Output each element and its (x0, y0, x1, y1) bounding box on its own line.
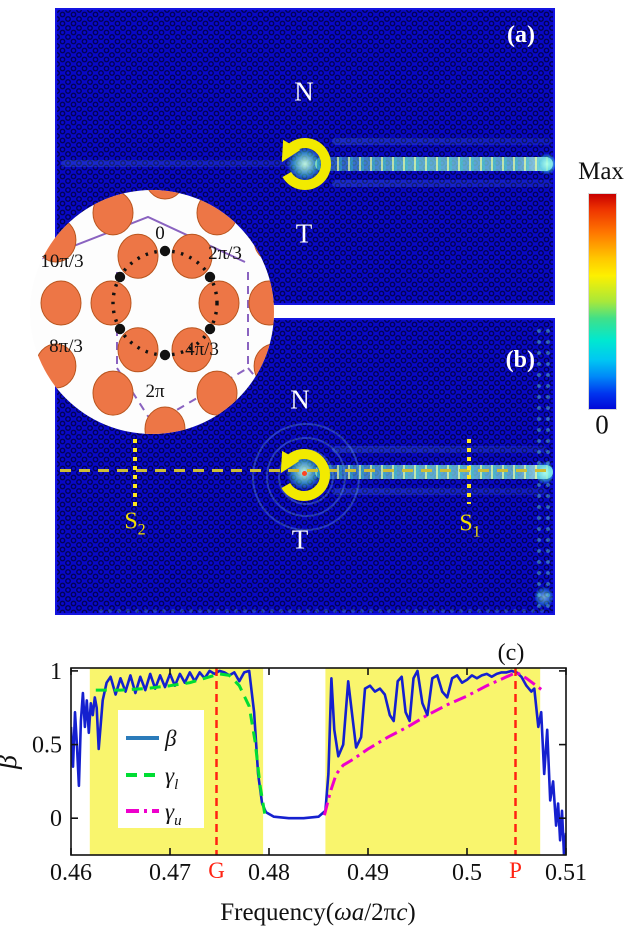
region-label-t-b: T (291, 524, 309, 555)
dielectric-rod (92, 370, 134, 416)
marker-label-P: P (509, 858, 522, 883)
scan-line-horizontal (60, 469, 553, 472)
side-lobe-lower-b (332, 488, 547, 495)
region-label-n-b: N (290, 384, 310, 415)
x-tick-label: 0.5 (452, 860, 482, 886)
dielectric-rod (198, 280, 240, 326)
edge-beam-a (315, 157, 553, 171)
series-gamma_u (322, 670, 546, 816)
edge-beam-b (315, 465, 553, 479)
bottom-scatter-row-b (97, 606, 547, 615)
phase-label: 0 (155, 223, 165, 244)
colorbar-zero-label: 0 (595, 409, 609, 440)
output-spot-b (537, 460, 553, 486)
dielectric-rod (92, 190, 134, 236)
back-beam-a (61, 160, 311, 167)
legend-label-beta: β (164, 726, 177, 751)
dielectric-rod (90, 280, 132, 326)
colorbar (588, 193, 617, 410)
circular-source-arrow-b (280, 449, 330, 501)
axis-box (70, 667, 567, 856)
probe-label-s2: S2 (124, 508, 146, 539)
x-tick-label: 0.49 (347, 860, 389, 886)
source-dot-b (302, 471, 307, 476)
corner-scatter-b (535, 586, 553, 608)
dielectric-rod (248, 280, 274, 326)
probe-line-s1 (467, 439, 471, 504)
phase-label: 8π/3 (49, 336, 83, 357)
region-label-t-a: T (295, 218, 313, 249)
side-lobe-upper-a (332, 138, 552, 145)
x-tick-label: 0.47 (149, 860, 191, 886)
phase-label: 10π/3 (40, 251, 83, 272)
dielectric-rod (196, 190, 238, 236)
dielectric-rod (117, 327, 159, 373)
y-tick-label: 1 (50, 659, 62, 685)
x-axis-label: Frequency(ωa/2πc) (220, 899, 416, 926)
dielectric-rod (40, 280, 82, 326)
series-beta (71, 669, 566, 855)
phase-sample-dot (204, 323, 216, 335)
series-gamma_l (95, 672, 267, 816)
phase-sample-dot (114, 323, 126, 335)
phase-sample-dot (204, 271, 216, 283)
colorbar-max-label: Max (578, 158, 624, 185)
unit-cell-inset: 0 2π/3 4π/3 2π 8π/3 10π/3 (20, 185, 290, 445)
x-tick-label: 0.46 (50, 860, 92, 886)
dielectric-rod (253, 343, 274, 389)
dielectric-rod (171, 233, 213, 279)
panel-label-b: (b) (505, 347, 535, 373)
phase-label: 2π (145, 381, 165, 402)
y-axis-label: β (0, 755, 23, 770)
y-tick-label: 0.5 (32, 733, 62, 759)
output-spot-a (539, 152, 555, 176)
chart-c: G P 0.46 0.47 0.48 0.49 0.5 0.51 0 0.5 1 β γl γu (c) Fr… (0, 630, 640, 936)
dielectric-rod (144, 406, 186, 434)
shaded-band (325, 668, 541, 855)
phase-label: 2π/3 (208, 243, 242, 264)
field-panel-b: S2 S1 N T (b) (55, 318, 555, 615)
panel-label-c: (c) (498, 640, 525, 666)
unit-cell-dashed-edge (116, 367, 154, 425)
side-lobe-lower-a (332, 180, 552, 187)
phase-sample-dot (159, 349, 171, 361)
probe-label-s1: S1 (459, 510, 481, 541)
dielectric-rod (253, 217, 274, 263)
unit-cell-dashed-edge (247, 367, 273, 398)
x-tick-label: 0.51 (545, 860, 587, 886)
field-panel-a: N T (a) (55, 8, 555, 305)
marker-label-G: G (208, 858, 225, 883)
panel-label-a: (a) (507, 22, 535, 48)
circular-source-arrow-a (281, 138, 331, 190)
y-tick-label: 0 (50, 806, 62, 832)
side-lobe-upper-b (332, 446, 547, 453)
probe-line-s2 (133, 439, 137, 507)
phase-sample-dot (159, 245, 171, 257)
phase-label: 4π/3 (185, 339, 219, 360)
dielectric-rod (171, 327, 213, 373)
dielectric-rod (117, 233, 159, 279)
dielectric-rod (144, 190, 186, 200)
phase-sample-dot (114, 271, 126, 283)
x-tick-label: 0.48 (248, 860, 290, 886)
region-label-n-a: N (294, 76, 314, 107)
dielectric-rod (196, 370, 238, 416)
legend-box (118, 710, 204, 828)
